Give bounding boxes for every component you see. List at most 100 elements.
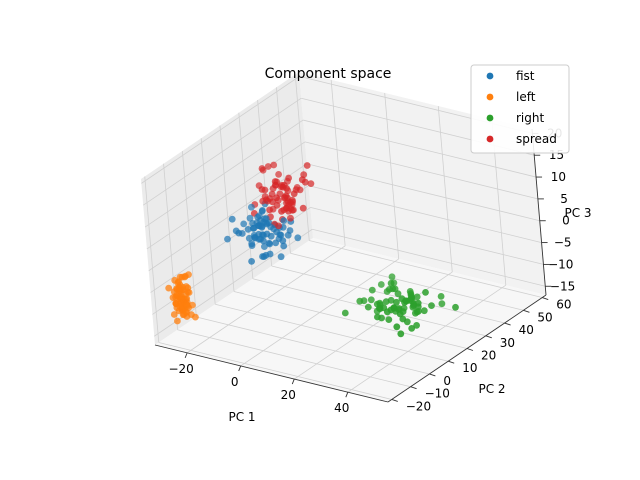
point-spread [259,166,267,174]
point-left [192,313,199,321]
point-fist [294,234,302,242]
legend-box [470,64,570,154]
x-tick-label: −20 [168,362,193,376]
point-spread [261,186,269,194]
point-right [438,300,446,308]
x-tick-label: 0 [231,375,239,389]
point-right [403,318,411,326]
point-left [182,283,190,290]
point-spread [270,161,278,169]
z-tick-label: −5 [554,236,572,250]
point-spread [284,177,291,185]
y-tick-mark [466,348,474,351]
grid-line-z [310,207,544,265]
point-right [383,288,391,295]
point-right [437,293,445,300]
grid-line-y [158,342,392,400]
y-tick-mark [410,386,417,390]
point-spread [275,171,282,178]
point-right [406,296,413,304]
point-right [387,296,395,304]
point-right [420,307,428,315]
y-tick-label: 30 [500,336,515,350]
legend-label-left: left [516,90,536,104]
point-fist [258,208,266,215]
point-right [367,296,375,304]
point-right [393,323,401,331]
point-left [170,311,178,318]
point-fist [267,232,275,240]
point-fist [248,203,255,211]
point-fist [280,217,288,225]
x-tick-label: 40 [334,401,349,415]
point-spread [276,190,284,198]
x-tick-mark [345,392,349,398]
point-fist [259,231,266,239]
x-axis-line [154,344,389,403]
grid-line-y [309,240,543,298]
point-spread [287,214,294,222]
point-fist [267,223,274,231]
grid-line-z [142,97,302,206]
point-fist [258,223,266,230]
point-right [360,297,368,305]
data-points [165,161,459,338]
point-right [341,309,349,317]
legend: fist left right spread [470,64,570,154]
point-spread [301,178,309,186]
z-axis-line [531,128,547,296]
grid-line-y [196,316,430,375]
grid-line-z [144,119,304,228]
point-spread [299,204,307,212]
point-spread [272,181,279,189]
y-tick-mark [542,297,549,300]
point-fist [261,243,268,251]
point-right [364,303,372,311]
grid-line-y [294,74,310,241]
point-spread [285,201,292,209]
grid-line-y [215,303,449,362]
point-fist [277,253,285,261]
point-fist [232,227,240,235]
grid-line-x [330,79,346,246]
x-tick-mark [184,352,188,359]
point-right [392,308,400,315]
point-right [413,322,420,329]
point-spread [300,171,308,179]
grid-line-z [146,141,306,250]
point-fist [224,235,231,243]
point-right [385,316,393,323]
grid-line-z [312,228,546,287]
point-spread [307,180,315,188]
grid-line-z [148,163,307,272]
point-spread [284,187,292,195]
y-tick-label: 60 [556,298,571,312]
z-tick-label: 10 [551,170,566,184]
point-right [390,279,398,287]
x-tick-mark [238,365,242,372]
grid-line-y [238,112,254,279]
point-fist [262,251,270,259]
x-axis-label: PC 1 [228,410,255,424]
point-fist [265,239,273,247]
point-spread [303,162,311,169]
z-tick-label: −10 [548,257,573,271]
y-tick-label: −20 [406,399,431,413]
point-right [415,308,422,315]
z-tick-label: 5 [560,192,568,206]
legend-marker-fist [486,72,494,80]
x-tick-label: 20 [281,388,296,402]
point-left [184,302,191,310]
point-right [368,286,376,294]
point-spread [293,184,301,191]
point-left [174,317,181,325]
point-left [182,272,189,280]
point-fist [253,219,261,227]
point-right [413,293,421,301]
grid-line-y [200,138,216,305]
grid-line-x [384,92,400,259]
x-tick-mark [291,378,295,385]
grid-line-y [219,125,235,292]
point-right [409,303,417,311]
point-right [422,289,429,296]
